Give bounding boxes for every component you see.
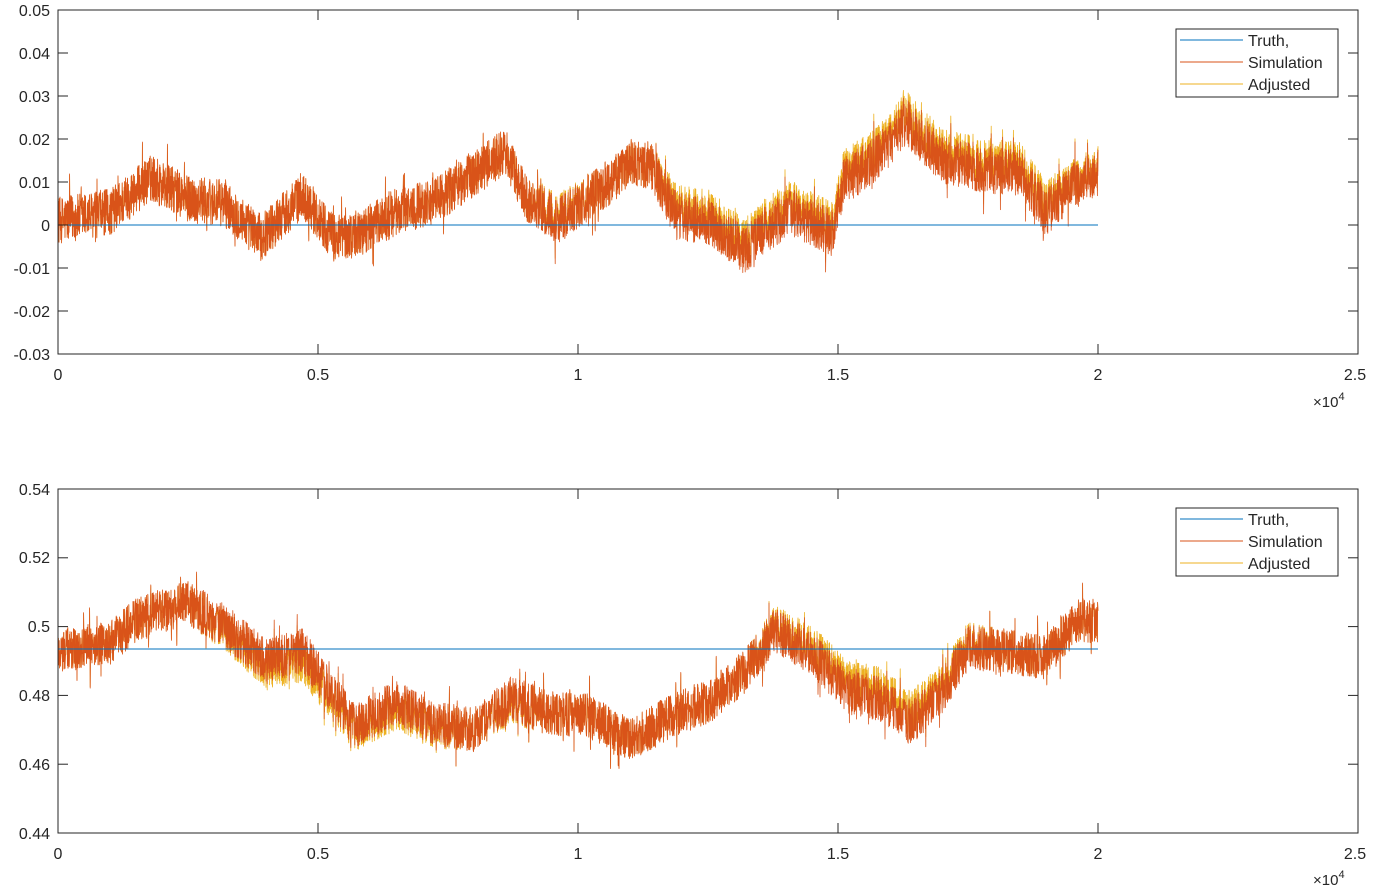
top-y-tick-label: 0.05 (19, 3, 50, 20)
top-y-tick-label: -0.03 (14, 347, 51, 364)
bottom-x-tick-label: 0.5 (307, 846, 329, 863)
bottom-x-exponent-base: ×10 (1313, 872, 1338, 889)
top-x-tick-label: 1.5 (827, 367, 849, 384)
top-x-tick-labels: 0 0.5 1 1.5 2 2.5 (54, 367, 1367, 384)
top-ticks (57, 9, 1359, 355)
top-y-tick-labels: -0.03 -0.02 -0.01 0 0.01 0.02 0.03 0.04 … (14, 3, 51, 364)
top-legend: Truth, Simulation Adjusted (1175, 28, 1339, 98)
bottom-legend-label-simulation: Simulation (1248, 534, 1323, 551)
bottom-x-tick-label: 2 (1094, 846, 1103, 863)
bottom-y-tick-label: 0.46 (19, 757, 50, 774)
top-legend-label-simulation: Simulation (1248, 55, 1323, 72)
top-x-tick-label: 2 (1094, 367, 1103, 384)
bottom-x-tick-label: 1.5 (827, 846, 849, 863)
top-subplot: 0 0.5 1 1.5 2 2.5 -0.03 -0.02 -0.01 0 0.… (14, 3, 1367, 411)
bottom-series-adjusted-line (57, 573, 1099, 768)
bottom-x-tick-label: 0 (54, 846, 63, 863)
top-y-tick-label: 0.02 (19, 132, 50, 149)
top-x-exponent: ×104 (1313, 391, 1345, 411)
top-x-tick-label: 0.5 (307, 367, 329, 384)
bottom-legend: Truth, Simulation Adjusted (1175, 507, 1339, 577)
bottom-series-simulation-line (57, 571, 1099, 770)
bottom-y-tick-labels: 0.44 0.46 0.48 0.5 0.52 0.54 (19, 482, 50, 843)
top-x-exponent-base: ×10 (1313, 394, 1338, 411)
top-axes-box (57, 9, 1359, 355)
top-x-tick-label: 0 (54, 367, 63, 384)
bottom-x-tick-labels: 0 0.5 1 1.5 2 2.5 (54, 846, 1367, 863)
top-series-adjusted-line (57, 89, 1099, 266)
bottom-x-tick-label: 1 (574, 846, 583, 863)
top-x-exponent-power: 4 (1338, 391, 1344, 403)
top-y-tick-label: -0.01 (14, 261, 51, 278)
bottom-legend-label-adjusted: Adjusted (1248, 556, 1310, 573)
top-legend-label-adjusted: Adjusted (1248, 77, 1310, 94)
bottom-subplot: 0 0.5 1 1.5 2 2.5 0.44 0.46 0.48 0.5 0.5… (19, 482, 1366, 889)
top-y-tick-label: -0.02 (14, 304, 51, 321)
bottom-series-simulation (57, 571, 1099, 770)
bottom-x-exponent-power: 4 (1338, 869, 1344, 881)
top-x-tick-label: 1 (574, 367, 583, 384)
top-series-adjusted (57, 89, 1099, 266)
top-y-tick-label: 0.03 (19, 89, 50, 106)
top-x-tick-label: 2.5 (1344, 367, 1366, 384)
bottom-y-tick-label: 0.54 (19, 482, 50, 499)
bottom-y-tick-label: 0.48 (19, 688, 50, 705)
bottom-x-exponent: ×104 (1313, 869, 1345, 889)
top-series-simulation-line (57, 97, 1099, 273)
bottom-series-adjusted (57, 573, 1099, 768)
bottom-axes-box (57, 488, 1359, 834)
bottom-x-tick-label: 2.5 (1344, 846, 1366, 863)
bottom-legend-label-truth: Truth, (1248, 512, 1289, 529)
top-y-tick-label: 0.04 (19, 46, 50, 63)
top-series-simulation (57, 97, 1099, 273)
top-legend-label-truth: Truth, (1248, 33, 1289, 50)
top-y-tick-label: 0.01 (19, 175, 50, 192)
bottom-y-tick-label: 0.52 (19, 550, 50, 567)
top-y-tick-label: 0 (41, 218, 50, 235)
bottom-y-tick-label: 0.5 (28, 619, 50, 636)
bottom-y-tick-label: 0.44 (19, 826, 50, 843)
bottom-ticks (57, 488, 1359, 834)
